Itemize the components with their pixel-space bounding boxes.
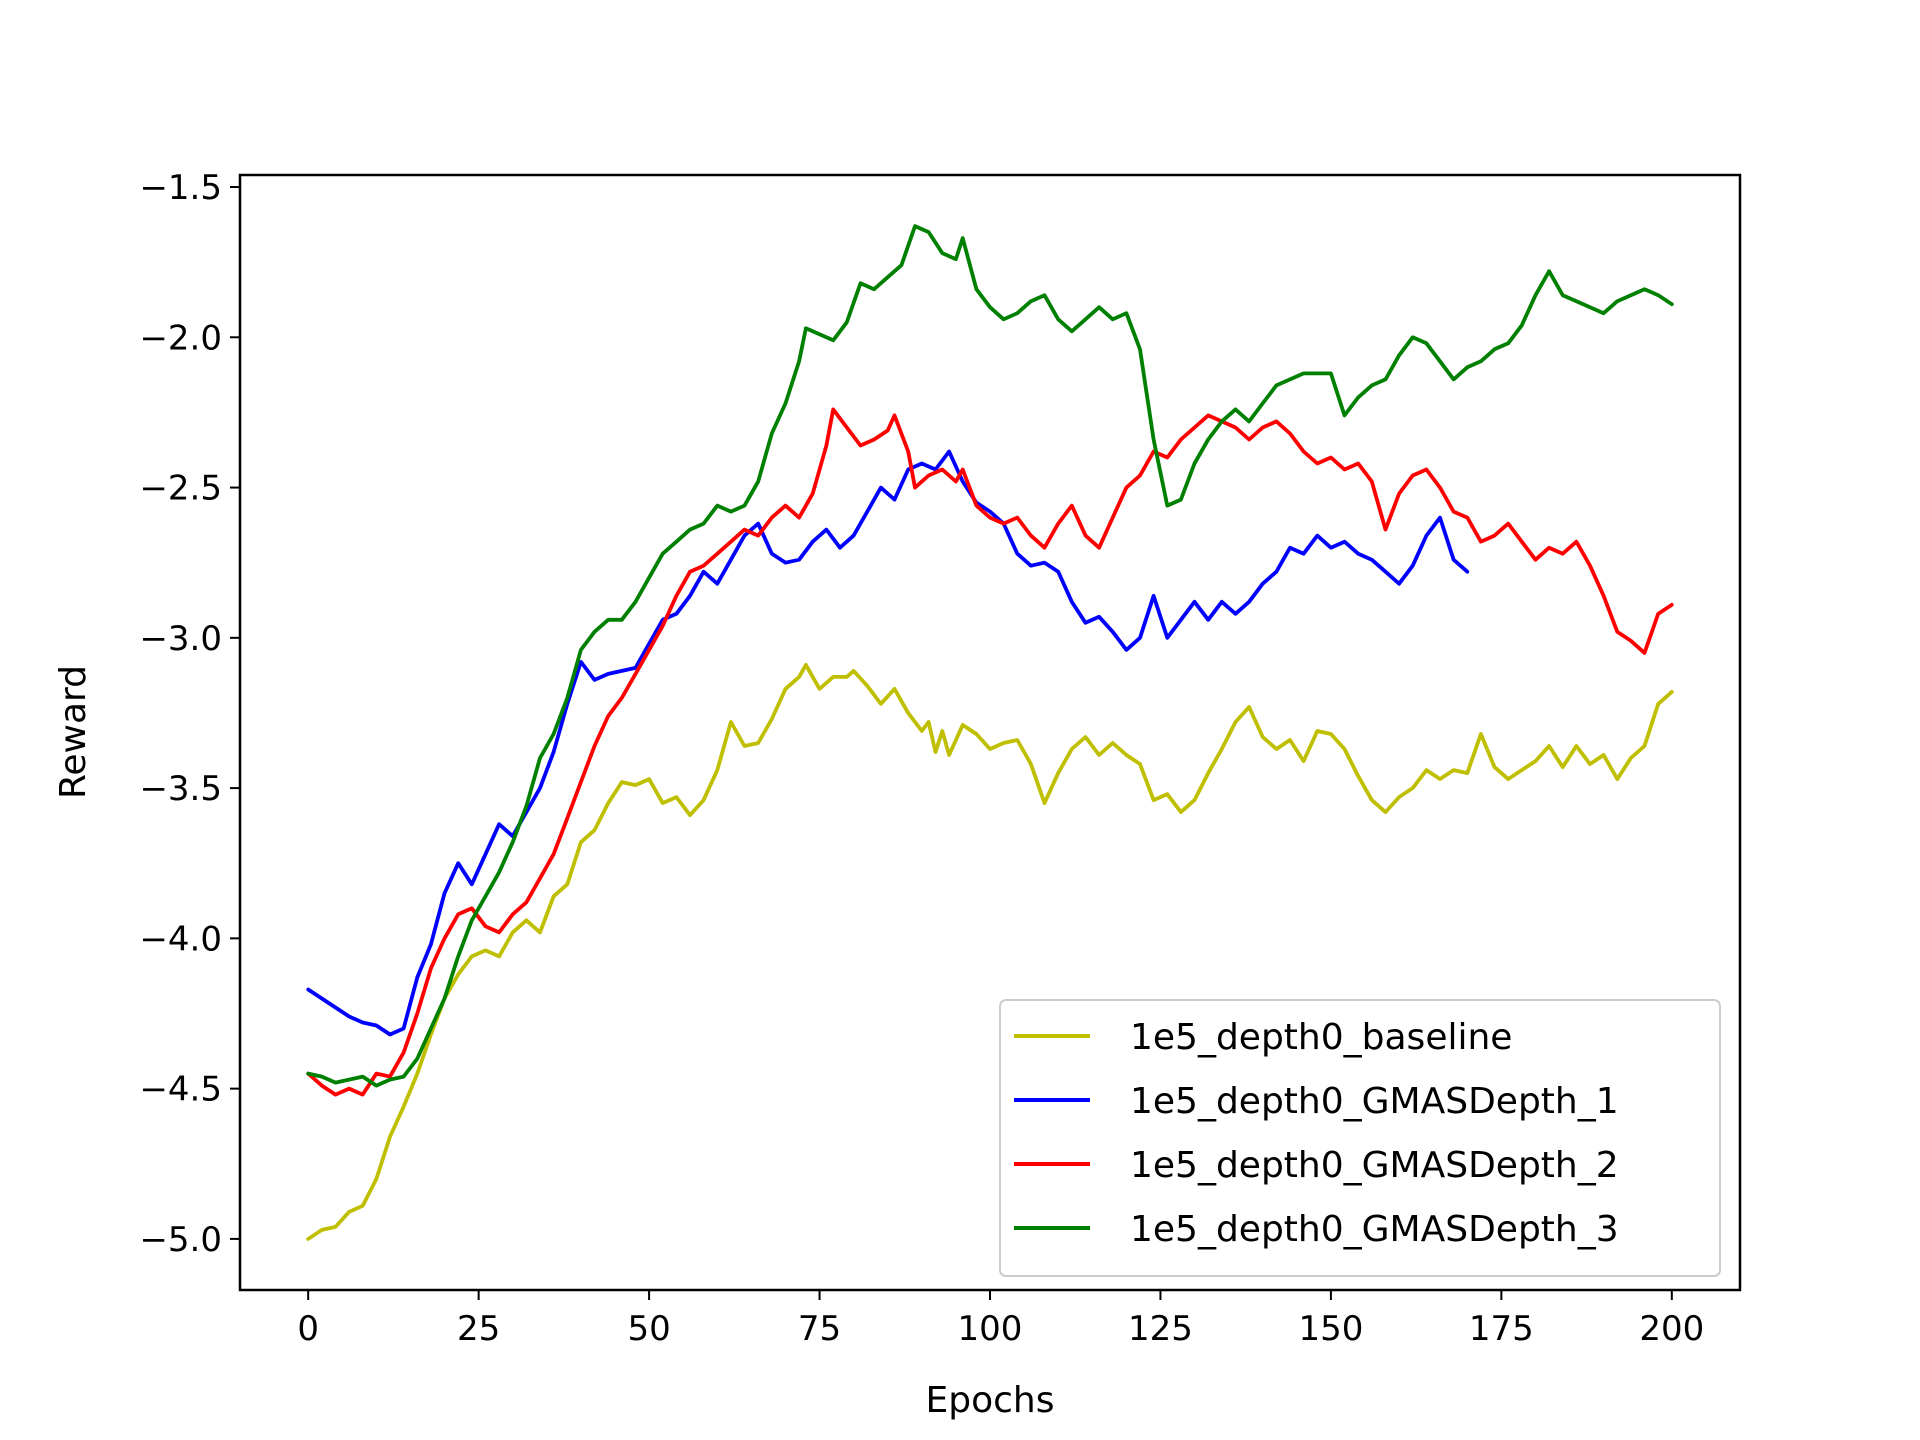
x-tick-label: 200 — [1639, 1309, 1704, 1349]
x-axis: 0 25 50 75 100 125 150 175 200 — [297, 1290, 1704, 1349]
x-tick-label: 50 — [627, 1309, 670, 1349]
x-tick-label: 175 — [1469, 1309, 1534, 1349]
legend-label-2: 1e5_depth0_GMASDepth_1 — [1130, 1081, 1619, 1122]
series-line-2 — [306, 449, 1470, 1037]
series-line-3 — [306, 407, 1674, 1097]
y-tick-label: −4.5 — [139, 1070, 222, 1110]
x-tick-label: 100 — [958, 1309, 1023, 1349]
x-tick-label: 150 — [1298, 1309, 1363, 1349]
legend-label-1: 1e5_depth0_baseline — [1130, 1017, 1512, 1058]
x-axis-label: Epochs — [926, 1380, 1055, 1421]
x-tick-label: 75 — [798, 1309, 841, 1349]
y-tick-label: −3.0 — [139, 619, 222, 659]
legend-label-3: 1e5_depth0_GMASDepth_2 — [1130, 1145, 1619, 1186]
x-tick-label: 25 — [457, 1309, 500, 1349]
series-line-4 — [306, 224, 1674, 1088]
y-tick-label: −1.5 — [139, 168, 222, 208]
y-tick-label: −2.5 — [139, 469, 222, 509]
y-tick-label: −3.5 — [139, 769, 222, 809]
y-tick-label: −4.0 — [139, 919, 222, 959]
series-line-1 — [306, 663, 1674, 1241]
legend-box — [999, 999, 1721, 1277]
x-tick-label: 125 — [1128, 1309, 1193, 1349]
legend: 1e5_depth0_baseline 1e5_depth0_GMASDepth_… — [999, 999, 1721, 1277]
legend-label-4: 1e5_depth0_GMASDepth_3 — [1130, 1209, 1619, 1250]
y-tick-label: −5.0 — [139, 1220, 222, 1260]
y-axis-label: Reward — [53, 665, 94, 799]
x-tick-label: 0 — [297, 1309, 319, 1349]
y-axis: −5.0 −4.5 −4.0 −3.5 −3.0 −2.5 −2.0 −1.5 — [139, 168, 240, 1260]
series-layer — [306, 224, 1674, 1241]
y-tick-label: −2.0 — [139, 318, 222, 358]
